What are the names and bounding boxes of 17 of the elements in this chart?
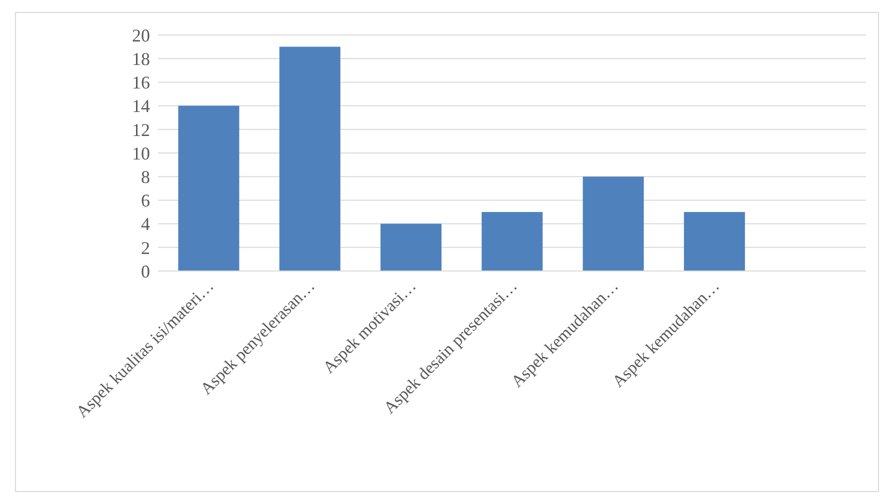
y-tick-label: 12 xyxy=(132,120,150,140)
bar xyxy=(279,46,340,271)
y-tick-label: 10 xyxy=(132,143,150,164)
y-tick-label: 2 xyxy=(141,238,150,258)
y-tick-label: 20 xyxy=(132,25,150,46)
bar xyxy=(482,212,543,271)
y-tick-label: 8 xyxy=(141,166,150,187)
y-tick-label: 6 xyxy=(141,190,150,211)
y-tick-label: 0 xyxy=(141,261,150,282)
y-tick-label: 16 xyxy=(132,72,150,93)
bar xyxy=(178,106,240,271)
bar xyxy=(684,212,745,271)
bar xyxy=(582,176,644,271)
y-tick-label: 18 xyxy=(132,48,150,69)
y-tick-label: 14 xyxy=(132,96,150,116)
y-tick-label: 4 xyxy=(141,214,150,234)
bar xyxy=(380,224,442,271)
